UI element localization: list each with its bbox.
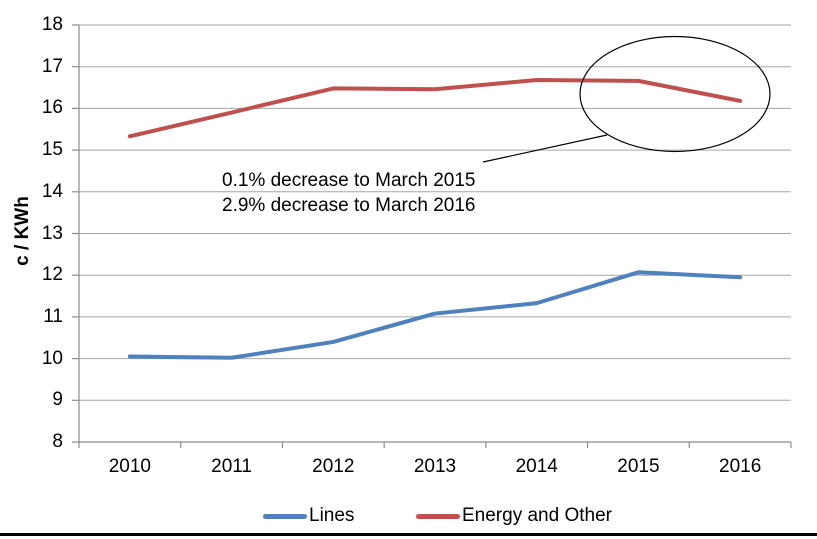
x-tick-label: 2012: [312, 456, 355, 477]
y-tick-label: 14: [41, 180, 63, 202]
x-tick-label: 2013: [413, 456, 457, 477]
y-tick-label: 8: [52, 431, 63, 452]
annotation-line-2: 2.9% decrease to March 2016: [222, 195, 476, 216]
y-tick-label: 13: [41, 222, 63, 244]
legend-label-lines: Lines: [309, 505, 355, 526]
legend-item-lines: Lines: [263, 505, 354, 527]
y-tick-label: 17: [41, 55, 63, 77]
callout-leader-line: [482, 134, 608, 163]
annotation-text: 0.1% decrease to March 2015 2.9% decreas…: [222, 168, 476, 218]
legend-label-energy-and-other: Energy and Other: [462, 505, 612, 526]
series-line-energy-and-other: [127, 78, 743, 139]
y-tick-label: 15: [41, 139, 63, 161]
lines-series-swatch: [263, 513, 307, 519]
x-tick-label: 2015: [617, 456, 660, 477]
callout-ellipse: [579, 35, 771, 153]
annotation-line-1: 0.1% decrease to March 2015: [222, 170, 476, 191]
x-tick-label: 2016: [719, 456, 762, 477]
bottom-border-line: [0, 533, 817, 536]
y-tick-label: 10: [41, 347, 63, 369]
x-tick-label: 2014: [515, 456, 558, 477]
y-tick-label: 9: [52, 389, 63, 411]
y-tick-label: 11: [43, 305, 63, 327]
energy-and-other-series-swatch: [416, 513, 460, 519]
y-tick-label: 18: [41, 14, 63, 35]
y-tick-label: 12: [41, 264, 63, 286]
legend-item-energy-and-other: Energy and Other: [416, 505, 612, 527]
series-line-lines: [127, 270, 743, 360]
x-tick-label: 2010: [108, 456, 151, 477]
x-tick-label: 2011: [211, 456, 252, 477]
y-tick-label: 16: [41, 97, 63, 119]
